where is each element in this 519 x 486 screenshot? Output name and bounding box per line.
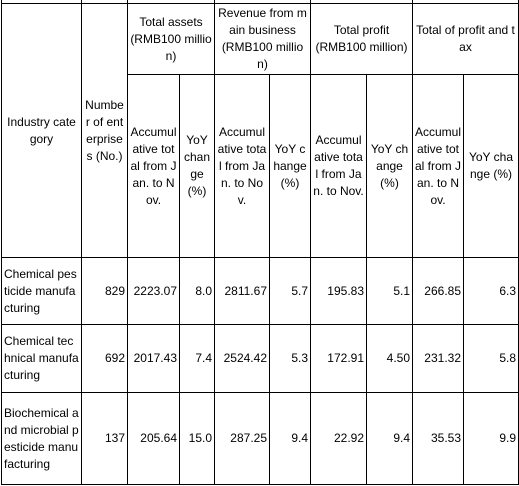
data-row: Chemical technical manufacturing 692 2017.… bbox=[1, 324, 519, 393]
group-title: Total of profit and tax bbox=[416, 23, 515, 54]
value-cell: 287.25 bbox=[214, 392, 270, 485]
value-cell: 2811.67 bbox=[214, 257, 270, 325]
value-cell: 4.50 bbox=[366, 324, 413, 393]
data-row: Chemical pesticide manufacturing 829 2223.… bbox=[1, 257, 519, 325]
value-cell: 15.0 bbox=[179, 392, 215, 485]
subheader-cell: Accumulative total from Jan. to Nov. bbox=[310, 74, 367, 258]
value-cell: 829 bbox=[81, 257, 128, 325]
value-cell: 6.3 bbox=[463, 257, 519, 325]
header-row: Industry category Number of enterprises (… bbox=[1, 3, 519, 258]
subheader-cell: Accumulative total from Jan. to Nov. bbox=[127, 74, 180, 258]
value-cell: 5.7 bbox=[269, 257, 311, 325]
group-header-cell: Total of profit and tax bbox=[412, 3, 519, 75]
subheader-row: Accumulative total from Jan. to Nov. YoY … bbox=[2, 74, 519, 258]
data-row: Biochemical and microbial pesticide manu… bbox=[1, 392, 519, 485]
value-cell: 2017.43 bbox=[127, 324, 180, 393]
group-unit: (RMB100 million) bbox=[315, 40, 408, 54]
subheader-cell: YoY change (%) bbox=[269, 74, 311, 258]
value-cell: 137 bbox=[81, 392, 128, 485]
value-cell: 2524.42 bbox=[214, 324, 270, 393]
value-cell: 692 bbox=[81, 324, 128, 393]
value-cell: 266.85 bbox=[412, 257, 464, 325]
subheader-cell: YoY change (%) bbox=[366, 74, 413, 258]
header-cell: Number of enterprises (No.) bbox=[81, 3, 128, 258]
category-cell: Chemical technical manufacturing bbox=[1, 324, 82, 393]
group-title: Total assets bbox=[139, 14, 203, 29]
group-title: Total profit bbox=[333, 23, 390, 37]
group-header-cell: Total profit (RMB100 million) bbox=[310, 3, 413, 75]
category-cell: Biochemical and microbial pesticide manu… bbox=[1, 392, 82, 485]
subheader-cell: Accumulative total from Jan. to Nov. bbox=[214, 74, 270, 258]
value-cell: 8.0 bbox=[179, 257, 215, 325]
group-unit: (RMB100 million) bbox=[130, 31, 212, 63]
group-unit: (RMB100 million) bbox=[221, 40, 304, 71]
value-cell: 205.64 bbox=[127, 392, 180, 485]
value-cell: 22.92 bbox=[310, 392, 367, 485]
value-cell: 231.32 bbox=[412, 324, 464, 393]
value-cell: 5.8 bbox=[463, 324, 519, 393]
value-cell: 7.4 bbox=[179, 324, 215, 393]
value-cell: 5.1 bbox=[366, 257, 413, 325]
value-cell: 9.4 bbox=[269, 392, 311, 485]
value-cell: 5.3 bbox=[269, 324, 311, 393]
subheader-cell: YoY change (%) bbox=[179, 74, 215, 258]
subheader-cell: Accumulative total from Jan. to Nov. bbox=[412, 74, 464, 258]
subheader-cell: YoY change (%) bbox=[463, 74, 519, 258]
value-cell: 9.4 bbox=[366, 392, 413, 485]
category-cell: Chemical pesticide manufacturing bbox=[1, 257, 82, 325]
header-cell: Industry category bbox=[1, 3, 82, 258]
group-header-cell: Total assets (RMB100 million) bbox=[127, 3, 215, 75]
value-cell: 9.9 bbox=[463, 392, 519, 485]
value-cell: 172.91 bbox=[310, 324, 367, 393]
group-title: Revenue from main business bbox=[218, 6, 307, 37]
value-cell: 35.53 bbox=[412, 392, 464, 485]
value-cell: 2223.07 bbox=[127, 257, 180, 325]
group-header-cell: Revenue from main business (RMB100 millio… bbox=[214, 3, 311, 75]
value-cell: 195.83 bbox=[310, 257, 367, 325]
